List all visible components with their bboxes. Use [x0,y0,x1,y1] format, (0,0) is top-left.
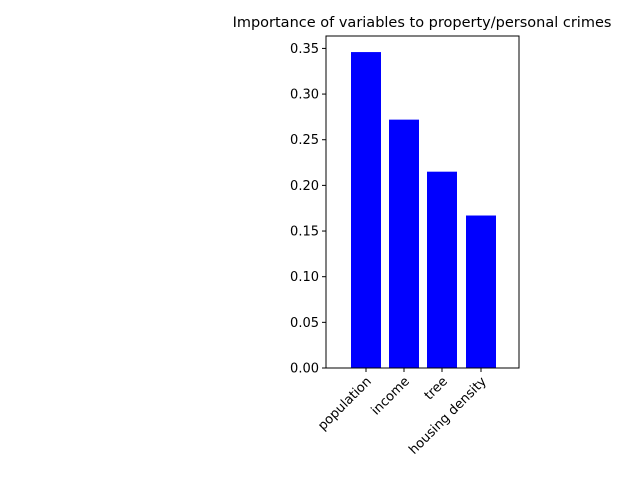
x-tick-label-income: income [369,374,413,418]
y-tick-label: 0.00 [290,362,319,377]
bar-housing-density [466,215,496,368]
bar-population [351,52,381,369]
bar-income [389,119,419,368]
y-tick-label: 0.10 [290,270,319,285]
bar-tree [427,171,457,368]
y-tick-label: 0.35 [290,42,319,57]
y-axis: 0.00 0.05 0.10 0.15 0.20 0.25 0.30 0.35 [290,42,326,377]
y-tick-label: 0.30 [290,88,319,103]
bars-layer [351,52,496,369]
x-tick-label-population: population [315,374,375,434]
y-tick-label: 0.20 [290,179,319,194]
plot-area-frame [325,35,520,369]
y-tick-label: 0.05 [290,316,319,331]
y-tick-label: 0.25 [290,133,319,148]
y-tick-label: 0.15 [290,225,319,240]
chart-title: Importance of variables to property/pers… [233,15,612,31]
x-tick-label-tree: tree [422,374,451,403]
